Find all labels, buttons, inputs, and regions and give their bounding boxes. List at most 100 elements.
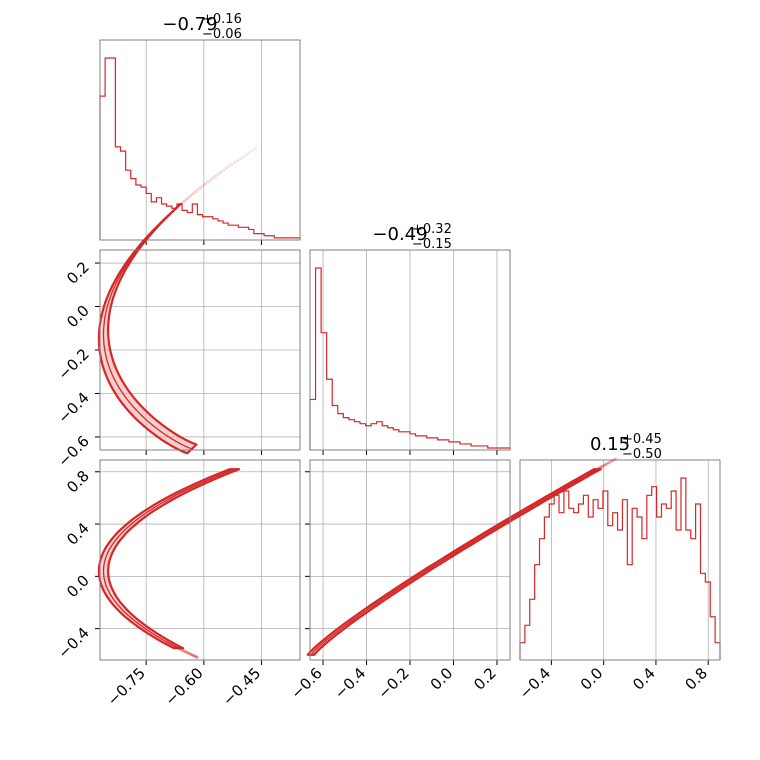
sample-point — [183, 649, 187, 653]
sample-point — [613, 457, 617, 461]
sample-point — [189, 194, 193, 198]
panel-2-2: −0.4 0.0 0.4 0.8 0.15+0.45−0.50 — [516, 432, 721, 703]
contour-p0-p1-inner-contour — [102, 208, 193, 450]
sample-point — [179, 648, 183, 652]
contour-p0-p1 — [97, 203, 198, 455]
sample-point — [172, 644, 176, 648]
sample-point — [196, 188, 200, 192]
sample-point — [176, 646, 180, 650]
sample-point — [216, 172, 220, 176]
panel-0-0: −0.79+0.16−0.06 — [99, 12, 301, 245]
sample-point — [206, 180, 210, 184]
sample-point — [219, 170, 223, 174]
sample-point — [589, 471, 593, 475]
sample-point — [614, 457, 618, 461]
x-tick-label: 0.2 — [470, 664, 500, 694]
title-upper-error: +0.32 — [412, 222, 452, 237]
sample-point — [598, 466, 602, 470]
sample-point — [198, 186, 202, 190]
sample-point — [590, 470, 594, 474]
y-tick-label: 0.4 — [63, 519, 93, 549]
sample-point — [168, 642, 172, 646]
sample-point — [182, 199, 186, 203]
sample-point — [596, 467, 600, 471]
sample-point — [192, 654, 196, 658]
sample-point — [203, 182, 207, 186]
contour-p1-p2-inner-contour — [310, 468, 598, 656]
sample-point — [180, 201, 184, 205]
sample-point — [600, 465, 604, 469]
panel-frame — [519, 459, 721, 661]
sample-point — [612, 458, 616, 462]
panel-frame — [309, 249, 511, 451]
sample-point — [191, 192, 195, 196]
sample-point — [603, 463, 607, 467]
sample-point — [611, 458, 615, 462]
sample-point — [175, 205, 179, 209]
sample-point — [187, 651, 191, 655]
sample-point — [161, 218, 165, 222]
sample-point — [608, 460, 612, 464]
y-tick-label: 0.2 — [63, 258, 93, 288]
sample-point — [163, 217, 167, 221]
sample-point — [194, 655, 198, 659]
sample-point — [185, 651, 189, 655]
sample-point — [165, 215, 169, 219]
sample-point — [170, 643, 174, 647]
panel-frame — [99, 39, 301, 241]
sample-point — [184, 650, 188, 654]
sample-point — [193, 654, 197, 658]
sample-point — [598, 466, 602, 470]
sample-point — [241, 155, 245, 159]
sample-point — [211, 176, 215, 180]
sample-point — [184, 197, 188, 201]
histogram-title: −0.79 — [162, 14, 217, 35]
panel-frame — [309, 459, 511, 661]
sample-point — [165, 640, 169, 644]
histogram-param-0 — [99, 57, 301, 240]
sample-point — [593, 469, 597, 473]
sample-point — [599, 465, 603, 469]
sample-point — [601, 464, 605, 468]
sample-point — [169, 642, 173, 646]
sample-point — [171, 209, 175, 213]
x-tick-label: −0.75 — [104, 664, 149, 709]
sample-point — [590, 470, 594, 474]
sample-point — [171, 643, 175, 647]
sample-point — [244, 153, 248, 157]
sample-point — [592, 469, 596, 473]
sample-point — [222, 168, 226, 172]
sample-point — [591, 470, 595, 474]
sample-point — [182, 649, 186, 653]
sample-point — [172, 644, 176, 648]
histogram-param-2 — [519, 477, 721, 660]
sample-point — [188, 652, 192, 656]
y-tick-label: −0.4 — [54, 389, 92, 427]
sample-point — [238, 156, 242, 160]
y-tick-label: 0.0 — [63, 302, 93, 332]
sample-point — [164, 640, 168, 644]
x-tick-label: 0.0 — [577, 664, 607, 694]
panel-frame — [99, 249, 301, 451]
contour-p1-p2 — [306, 468, 602, 656]
sample-point — [595, 467, 599, 471]
sample-point — [608, 460, 612, 464]
sample-point — [605, 462, 609, 466]
sample-point — [250, 149, 254, 153]
sample-point — [227, 164, 231, 168]
y-tick-label: 0.0 — [63, 571, 93, 601]
sample-point — [189, 652, 193, 656]
sample-point — [178, 203, 182, 207]
sample-point — [173, 645, 177, 649]
sample-point — [588, 472, 592, 476]
sample-point — [194, 190, 198, 194]
sample-point — [166, 641, 170, 645]
sample-point — [606, 461, 610, 465]
x-tick-label: −0.2 — [374, 664, 412, 702]
sample-point — [593, 468, 597, 472]
sample-point — [189, 653, 193, 657]
sample-point — [604, 462, 608, 466]
x-tick-label: −0.6 — [287, 664, 325, 702]
y-tick-label: −0.6 — [54, 432, 92, 470]
y-tick-label: −0.2 — [54, 345, 92, 383]
